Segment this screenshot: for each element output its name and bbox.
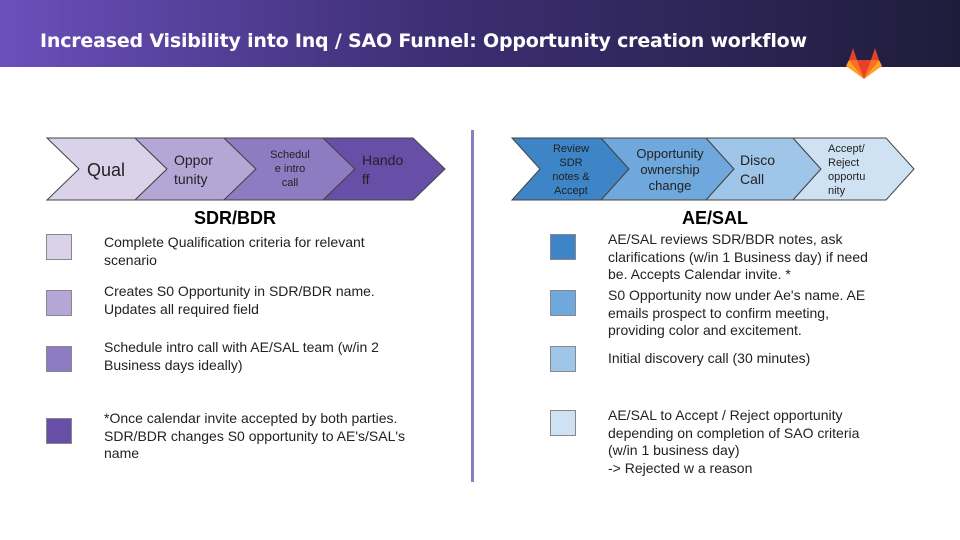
legend-text: Creates S0 Opportunity in SDR/BDR name. … <box>104 283 375 317</box>
legend-text: *Once calendar invite accepted by both p… <box>104 410 406 461</box>
center-divider <box>471 130 474 482</box>
page-title: Increased Visibility into Inq / SAO Funn… <box>40 30 807 52</box>
gitlab-fox-icon <box>846 48 882 79</box>
legend-text: Initial discovery call (30 minutes) <box>608 350 811 366</box>
legend-swatch <box>46 418 72 444</box>
chevron-label-schedule: Schedul e intro call <box>270 149 310 189</box>
chevron-label-qual: Qual <box>87 160 126 180</box>
chevron-label-disco: Disco Call <box>740 152 776 187</box>
sdr-section-title: SDR/BDR <box>193 208 276 228</box>
chevron-label-opportunity: Oppor tunity <box>174 152 213 187</box>
legend-text: Complete Qualification criteria for rele… <box>104 234 365 268</box>
chevron-label-accept: Accept/ Reject opportu nity <box>828 143 866 197</box>
legend-swatch <box>550 346 576 372</box>
legend-swatch <box>46 346 72 372</box>
header-banner: Increased Visibility into Inq / SAO Funn… <box>0 0 960 67</box>
chevron-label-ownership: Opportunity ownership change <box>636 146 704 193</box>
ae-section-title: AE/SAL <box>681 208 748 228</box>
legend-swatch <box>46 234 72 260</box>
legend-text: AE/SAL to Accept / Reject opportunity de… <box>608 407 860 476</box>
chevron-label-handoff: Hando ff <box>362 152 404 187</box>
legend-swatch <box>550 410 576 436</box>
legend-text: S0 Opportunity now under Ae's name. AE e… <box>608 287 866 338</box>
chevron-label-review: Review SDR notes & Accept <box>552 143 590 197</box>
legend-text: Schedule intro call with AE/SAL team (w/… <box>104 339 379 373</box>
legend-swatch <box>46 290 72 316</box>
legend-text: AE/SAL reviews SDR/BDR notes, ask clarif… <box>608 231 868 282</box>
legend-swatch <box>550 290 576 316</box>
legend-swatch <box>550 234 576 260</box>
